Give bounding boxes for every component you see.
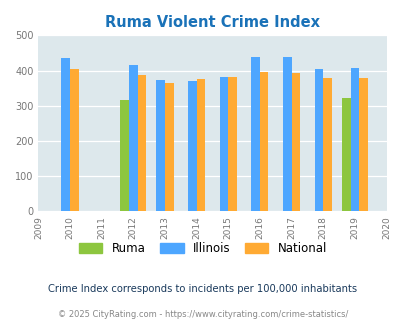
- Bar: [228, 77, 236, 211]
- Bar: [129, 65, 137, 211]
- Bar: [188, 81, 196, 211]
- Text: © 2025 CityRating.com - https://www.cityrating.com/crime-statistics/: © 2025 CityRating.com - https://www.city…: [58, 311, 347, 319]
- Bar: [120, 100, 129, 211]
- Bar: [259, 72, 268, 211]
- Bar: [156, 80, 164, 211]
- Title: Ruma Violent Crime Index: Ruma Violent Crime Index: [104, 15, 319, 30]
- Bar: [164, 82, 173, 211]
- Bar: [322, 78, 331, 211]
- Bar: [251, 57, 259, 211]
- Bar: [196, 79, 205, 211]
- Bar: [282, 57, 291, 211]
- Bar: [314, 69, 322, 211]
- Bar: [350, 68, 358, 211]
- Text: Crime Index corresponds to incidents per 100,000 inhabitants: Crime Index corresponds to incidents per…: [48, 284, 357, 294]
- Bar: [358, 78, 367, 211]
- Bar: [137, 75, 146, 211]
- Bar: [219, 77, 228, 211]
- Bar: [70, 69, 78, 211]
- Bar: [341, 98, 350, 211]
- Bar: [291, 73, 299, 211]
- Legend: Ruma, Illinois, National: Ruma, Illinois, National: [74, 237, 331, 260]
- Bar: [61, 58, 70, 211]
